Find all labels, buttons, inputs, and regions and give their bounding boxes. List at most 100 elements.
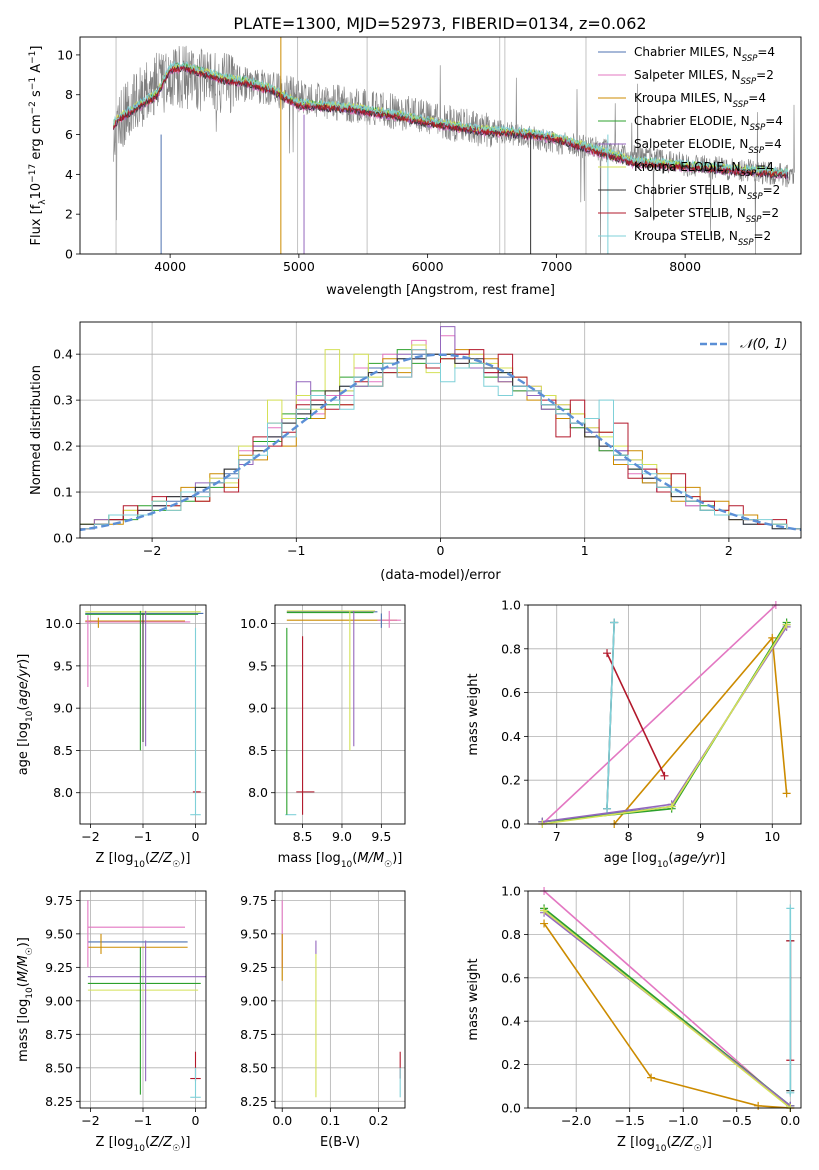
y-tick-label: 8.0 xyxy=(248,785,268,800)
weight-point-marker xyxy=(660,771,669,780)
weight-point-marker xyxy=(667,802,676,811)
age_vs_mass-panel: 8.5 9.0 9.5 8.0 8.5 9.0 9.5 10.0 mass [log10(M/M… xyxy=(240,604,406,870)
y-axis-label-part: mass [log xyxy=(16,999,31,1062)
y-tick-label: 1.0 xyxy=(501,598,521,613)
y-tick-label: 10.0 xyxy=(240,616,268,631)
mass_vs_Z-panel: −2 −1 08.258.508.759.009.259.509.75Z [log1… xyxy=(16,890,207,1154)
y-tick-label: 6 xyxy=(65,127,73,142)
y-tick-label: 4 xyxy=(65,167,73,182)
legend-label-text: Kroupa STELIB, N xyxy=(634,229,738,243)
axes-frame xyxy=(79,36,802,255)
y-axis-label: mass weight xyxy=(466,673,481,755)
x-tick-label: 0.0 xyxy=(780,1113,800,1128)
axes-frame xyxy=(527,890,802,1109)
residuals-plot-area xyxy=(80,326,801,532)
x-axis-label-part: E(B-V) xyxy=(320,1135,360,1150)
y-tick-label: 9.0 xyxy=(248,701,268,716)
y-tick-label: 0.6 xyxy=(501,970,521,985)
x-axis-label-part: 10 xyxy=(341,860,353,870)
weight-line xyxy=(541,604,777,825)
x-tick-label: 8.5 xyxy=(293,829,313,844)
weight-point-marker xyxy=(786,1088,795,1097)
weight-line xyxy=(543,909,791,1109)
weight-line xyxy=(542,622,788,823)
legend-label: Kroupa STELIB, NSSP=2 xyxy=(634,229,771,248)
model-spectrum-line xyxy=(113,60,789,176)
weight-line xyxy=(543,890,791,1109)
x-axis-label-part: age [log xyxy=(604,851,657,866)
x-axis-label-part: )] xyxy=(392,851,402,866)
y-tick-label: 0.1 xyxy=(53,485,73,500)
y-axis-label: Flux [fλ10−17 erg cm−2 s−1 A−1] xyxy=(28,46,48,246)
y-tick-label: 8.75 xyxy=(240,1027,268,1042)
legend-label-count: =2 xyxy=(754,229,772,243)
y-tick-label: 2 xyxy=(65,207,73,222)
x-tick-label: 9 xyxy=(696,829,704,844)
legend-label: Chabrier ELODIE, NSSP=4 xyxy=(634,114,783,133)
legend-label-text: Kroupa MILES, N xyxy=(634,91,733,105)
x-axis-label-part: mass [log xyxy=(278,851,341,866)
y-tick-label: 0.4 xyxy=(501,1014,521,1029)
x-tick-label: −2.0 xyxy=(561,1113,591,1128)
x-tick-label: 2 xyxy=(725,543,733,558)
legend-label-text: Salpeter MILES, N xyxy=(634,68,741,82)
legend-label-text: Chabrier ELODIE, N xyxy=(634,114,750,128)
x-axis-label-part: ( xyxy=(145,1135,150,1150)
x-tick-label: 0 xyxy=(192,829,200,844)
x-tick-label: 8 xyxy=(625,829,633,844)
y-axis-label-part: M/M xyxy=(16,955,31,982)
x-tick-label: −1 xyxy=(134,829,152,844)
legend-label-text: Chabrier STELIB, N xyxy=(634,183,747,197)
y-axis-label: age [log10(age/yr)] xyxy=(16,654,35,776)
x-tick-label: 5000 xyxy=(283,259,315,274)
x-tick-label: −2 xyxy=(143,543,161,558)
axes-frame xyxy=(274,890,406,1109)
y-tick-label: 8.25 xyxy=(45,1094,73,1109)
weight-line xyxy=(606,652,666,777)
x-tick-label: −0.5 xyxy=(722,1113,752,1128)
y-axis-label-part: mass weight xyxy=(466,958,481,1040)
y-tick-label: 9.5 xyxy=(53,658,73,673)
weight-point-marker xyxy=(754,1101,763,1110)
x-tick-label: −1.5 xyxy=(615,1113,645,1128)
legend-label-text: Salpeter STELIB, N xyxy=(634,206,746,220)
legend-label: Chabrier STELIB, NSSP=2 xyxy=(634,183,780,202)
y-tick-label: 1.0 xyxy=(501,884,521,899)
legend-label-sub: SSP xyxy=(750,123,766,133)
y-tick-label: 9.00 xyxy=(45,993,73,1008)
x-tick-label: 0 xyxy=(192,1113,200,1128)
y-axis-label: mass [log10(M/M☉)] xyxy=(16,937,35,1062)
x-tick-label: −2 xyxy=(81,829,99,844)
model-spectrum-line xyxy=(113,65,789,178)
legend-label: 𝒩(0, 1) xyxy=(740,337,787,352)
y-axis-label-part: −1 xyxy=(28,77,38,90)
x-axis-label-part: ( xyxy=(668,851,673,866)
y-tick-label: 0.4 xyxy=(53,347,73,362)
x-axis-label: E(B-V) xyxy=(320,1135,360,1150)
x-axis-label-part: wavelength [Angstrom, rest frame] xyxy=(326,283,555,298)
legend-label-count: =2 xyxy=(761,206,779,220)
weight-point-marker xyxy=(647,1073,656,1082)
legend-label-count: =2 xyxy=(756,68,774,82)
x-axis-label-part: ( xyxy=(145,851,150,866)
legend-label-count: =2 xyxy=(763,183,781,197)
x-axis-label-part: 10 xyxy=(133,860,145,870)
y-axis-label-part: )] xyxy=(16,654,31,664)
x-axis-label-part: Z [log xyxy=(617,1135,655,1150)
y-axis-label-part: 10 xyxy=(25,987,35,999)
y-tick-label: 0 xyxy=(65,247,73,262)
x-axis-label-part: )] xyxy=(715,851,725,866)
x-axis-label-part: 10 xyxy=(133,1144,145,1154)
legend-label-sub: SSP xyxy=(747,192,763,202)
y-tick-label: 9.00 xyxy=(240,993,268,1008)
y-tick-label: 0.4 xyxy=(501,729,521,744)
x-tick-label: 7 xyxy=(553,829,561,844)
y-tick-label: 8.0 xyxy=(53,785,73,800)
x-tick-label: 8000 xyxy=(669,259,701,274)
legend-label: Kroupa ELODIE, NSSP=4 xyxy=(634,160,774,179)
x-axis-label: age [log10(age/yr)] xyxy=(604,851,726,870)
y-tick-label: 8.75 xyxy=(45,1027,73,1042)
x-axis-label: Z [log10(Z/Z☉)] xyxy=(96,851,191,870)
x-axis-label-part: ( xyxy=(666,1135,671,1150)
y-tick-label: 8.50 xyxy=(45,1060,73,1075)
